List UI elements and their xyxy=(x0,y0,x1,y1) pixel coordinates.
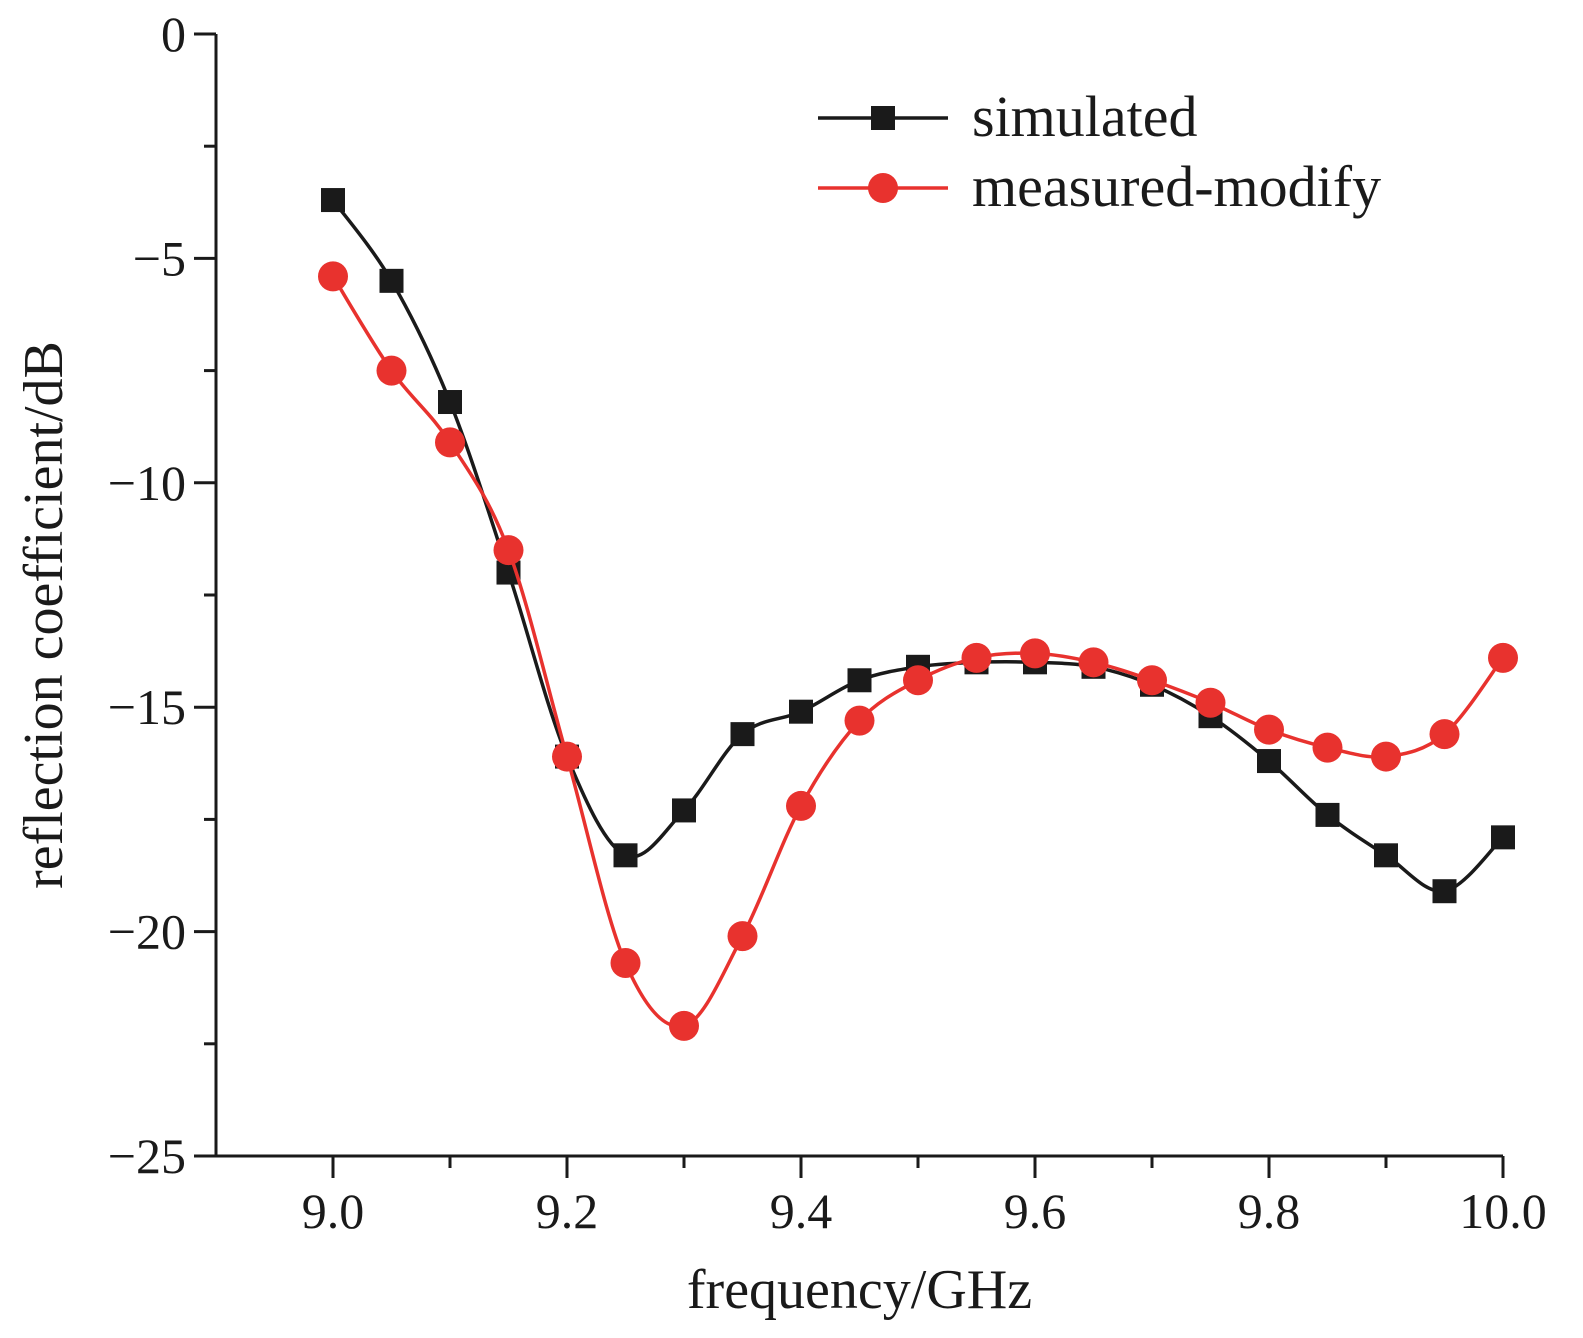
data-point-square xyxy=(1491,825,1515,850)
data-point-circle xyxy=(1312,732,1343,763)
data-point-square xyxy=(321,188,345,213)
data-point-circle xyxy=(1195,687,1226,718)
data-point-square xyxy=(789,699,813,724)
data-point-circle xyxy=(1371,741,1401,772)
data-point-circle xyxy=(493,535,524,566)
series-layer xyxy=(318,188,1518,1041)
series-line-measured-modify xyxy=(331,275,1505,1029)
x-tick-label: 9.6 xyxy=(1004,1183,1067,1239)
y-tick-label: −20 xyxy=(108,904,186,960)
x-axis-title: frequency/GHz xyxy=(687,1259,1032,1321)
x-tick-label: 9.4 xyxy=(770,1183,833,1239)
x-tick-label: 9.2 xyxy=(536,1183,599,1239)
legend-label-simulated: simulated xyxy=(972,84,1198,149)
data-point-circle xyxy=(318,261,348,292)
data-point-circle xyxy=(435,427,465,458)
axes: 0 −5 −10 −15 −20 −25 9.0 9.2 9.4 9.6 9.8 10.0 xyxy=(108,6,1547,1239)
data-point-circle xyxy=(1254,714,1284,745)
data-point-circle xyxy=(1020,638,1050,669)
y-tick-label: −10 xyxy=(108,455,186,511)
data-point-circle xyxy=(786,790,816,821)
data-point-square xyxy=(1257,749,1281,774)
data-point-square xyxy=(672,798,696,823)
y-tick-label: −25 xyxy=(108,1128,186,1184)
y-tick-label: −15 xyxy=(108,679,186,735)
data-point-circle xyxy=(552,741,582,772)
data-point-circle xyxy=(1137,665,1167,696)
data-point-square xyxy=(1432,879,1457,904)
data-point-circle xyxy=(1429,719,1460,750)
legend-label-measured-modify: measured-modify xyxy=(972,154,1381,219)
data-point-circle xyxy=(727,921,758,952)
y-tick-label: −5 xyxy=(133,230,186,286)
data-point-square xyxy=(847,668,872,693)
data-point-square xyxy=(1374,843,1398,868)
data-point-square xyxy=(613,843,638,868)
data-point-circle xyxy=(669,1010,699,1041)
data-point-circle xyxy=(1078,647,1109,678)
data-point-square xyxy=(1315,802,1340,827)
data-point-square xyxy=(379,268,404,293)
data-point-square xyxy=(438,390,462,415)
y-tick-label: 0 xyxy=(161,6,186,62)
data-point-circle xyxy=(961,642,992,673)
data-point-circle xyxy=(903,665,933,696)
x-tick-label: 9.0 xyxy=(302,1183,365,1239)
data-point-circle xyxy=(1488,642,1518,673)
y-axis-title: reflection coefficient/dB xyxy=(13,341,75,889)
data-point-square xyxy=(730,722,755,747)
data-point-circle xyxy=(844,705,875,736)
x-tick-label: 10.0 xyxy=(1459,1183,1547,1239)
legend-marker-square xyxy=(871,106,895,130)
data-point-circle xyxy=(610,948,641,979)
data-point-circle xyxy=(376,355,407,386)
x-tick-label: 9.8 xyxy=(1238,1183,1301,1239)
legend-marker-circle xyxy=(868,173,898,203)
series-measured-modify xyxy=(318,261,1518,1041)
